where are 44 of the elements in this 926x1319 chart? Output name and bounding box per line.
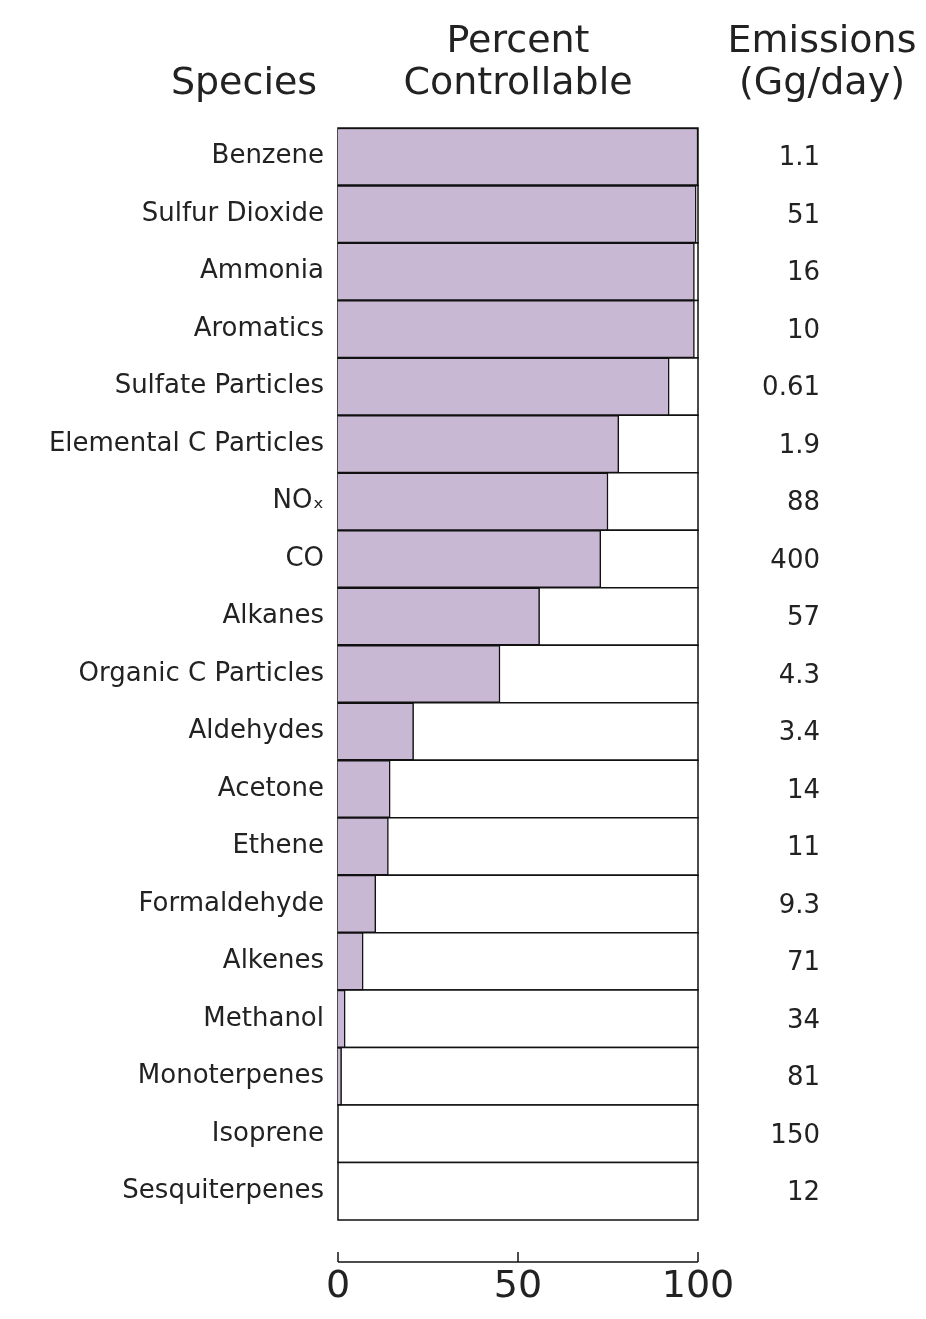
y-tick-label: Monoterpenes: [137, 1059, 324, 1090]
y-tick-label: NOₓ: [272, 484, 324, 515]
y-tick-label: Ethene: [232, 829, 324, 860]
y2-tick-label: 150: [770, 1118, 820, 1149]
y2-tick-label: 12: [786, 1176, 820, 1207]
y-tick-label: Benzene: [211, 139, 324, 170]
y2-tick-label: 3.4: [778, 716, 820, 747]
y-tick-label: Elemental C Particles: [48, 426, 324, 457]
y-tick-label: Acetone: [217, 771, 324, 802]
y2-tick-label: 4.3: [778, 658, 820, 689]
x-axis-title: Percent Controllable: [403, 17, 633, 103]
y2-tick-label: 71: [786, 946, 820, 977]
y-tick-label: Organic C Particles: [78, 656, 324, 687]
y2-tick-label: 9.3: [778, 888, 820, 919]
y-tick-label: Sulfur Dioxide: [141, 196, 324, 227]
y-tick-label: Formaldehyde: [138, 886, 324, 917]
y-axis-title: Species: [170, 59, 318, 103]
y-tick-label: Sulfate Particles: [114, 369, 324, 400]
y-tick-label: Aldehydes: [188, 714, 324, 745]
y-tick-label: Methanol: [203, 1001, 324, 1032]
y-tick-label: Sesquiterpenes: [122, 1174, 324, 1205]
y2-tick-label: 57: [786, 601, 820, 632]
y-tick-label: Isoprene: [211, 1116, 324, 1147]
y-tick-label: Aromatics: [193, 311, 324, 342]
y-tick-label: Ammonia: [200, 254, 324, 285]
y2-axis-title: Emissions (Gg/day): [727, 17, 917, 103]
x-tick-label: 0: [325, 1261, 351, 1306]
y-tick-label: Alkenes: [222, 944, 324, 975]
y-tick-label: Alkanes: [222, 599, 324, 630]
y2-tick-label: 81: [786, 1061, 820, 1092]
y2-tick-label: 11: [786, 831, 820, 862]
y2-tick-label: 14: [786, 773, 820, 804]
y2-tick-label: 1.9: [778, 428, 820, 459]
y2-tick-label: 1.1: [778, 141, 820, 172]
y2-tick-label: 0.61: [762, 371, 820, 402]
y2-tick-label: 34: [786, 1003, 820, 1034]
y2-tick-label: 10: [786, 313, 820, 344]
y-tick-label: CO: [285, 541, 324, 572]
y2-tick-label: 16: [786, 256, 820, 287]
y2-tick-label: 88: [786, 486, 820, 517]
x-tick-label: 100: [661, 1261, 735, 1306]
x-tick-label: 50: [493, 1261, 543, 1306]
y2-tick-label: 51: [786, 198, 820, 229]
y2-tick-label: 400: [770, 543, 820, 574]
